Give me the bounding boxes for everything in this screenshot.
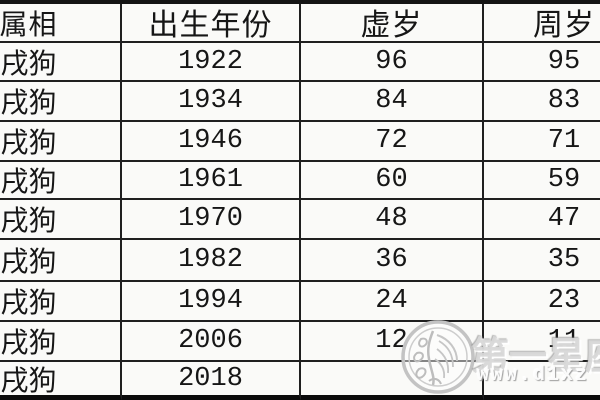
actual-age-cell: 35 [484,240,600,282]
year-cell: 1982 [122,240,301,282]
nominal-age-cell: 24 [301,282,484,322]
header-nominal-age: 虚岁 [301,4,484,43]
nominal-age-cell: 48 [301,200,484,240]
zodiac-cell: 戌狗 [0,322,122,362]
year-cell: 1961 [122,162,301,200]
nominal-age-cell: 84 [301,82,484,122]
year-cell: 1994 [122,282,301,322]
header-zodiac: 属相 [0,4,122,43]
actual-age-cell [484,362,600,400]
header-actual-age: 周岁 [484,4,600,43]
zodiac-cell: 戌狗 [0,240,122,282]
zodiac-cell: 戌狗 [0,82,122,122]
zodiac-cell: 戌狗 [0,43,122,82]
nominal-age-cell: 36 [301,240,484,282]
year-cell: 1970 [122,200,301,240]
nominal-age-cell: 12 [301,322,484,362]
nominal-age-cell: 60 [301,162,484,200]
zodiac-cell: 戌狗 [0,122,122,162]
actual-age-cell: 11 [484,322,600,362]
actual-age-cell: 83 [484,82,600,122]
actual-age-cell: 23 [484,282,600,322]
year-cell: 1946 [122,122,301,162]
year-cell: 1934 [122,82,301,122]
year-cell: 2018 [122,362,301,400]
zodiac-cell: 戌狗 [0,200,122,240]
year-cell: 2006 [122,322,301,362]
zodiac-cell: 戌狗 [0,282,122,322]
nominal-age-cell: 72 [301,122,484,162]
actual-age-cell: 47 [484,200,600,240]
year-cell: 1922 [122,43,301,82]
nominal-age-cell [301,362,484,400]
zodiac-cell: 戌狗 [0,362,122,400]
actual-age-cell: 95 [484,43,600,82]
actual-age-cell: 71 [484,122,600,162]
zodiac-cell: 戌狗 [0,162,122,200]
header-birth-year: 出生年份 [122,4,301,43]
actual-age-cell: 59 [484,162,600,200]
nominal-age-cell: 96 [301,43,484,82]
